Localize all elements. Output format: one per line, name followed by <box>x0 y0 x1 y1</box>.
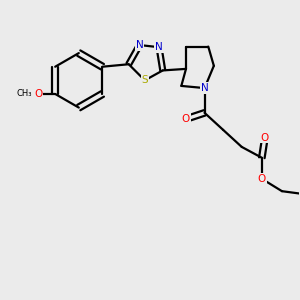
Text: N: N <box>201 83 208 93</box>
Text: N: N <box>136 40 143 50</box>
Text: S: S <box>142 75 148 85</box>
Text: O: O <box>258 174 266 184</box>
Text: N: N <box>155 42 163 52</box>
Text: CH₃: CH₃ <box>16 89 32 98</box>
Text: O: O <box>34 89 42 99</box>
Text: O: O <box>261 133 269 142</box>
Text: O: O <box>182 114 190 124</box>
